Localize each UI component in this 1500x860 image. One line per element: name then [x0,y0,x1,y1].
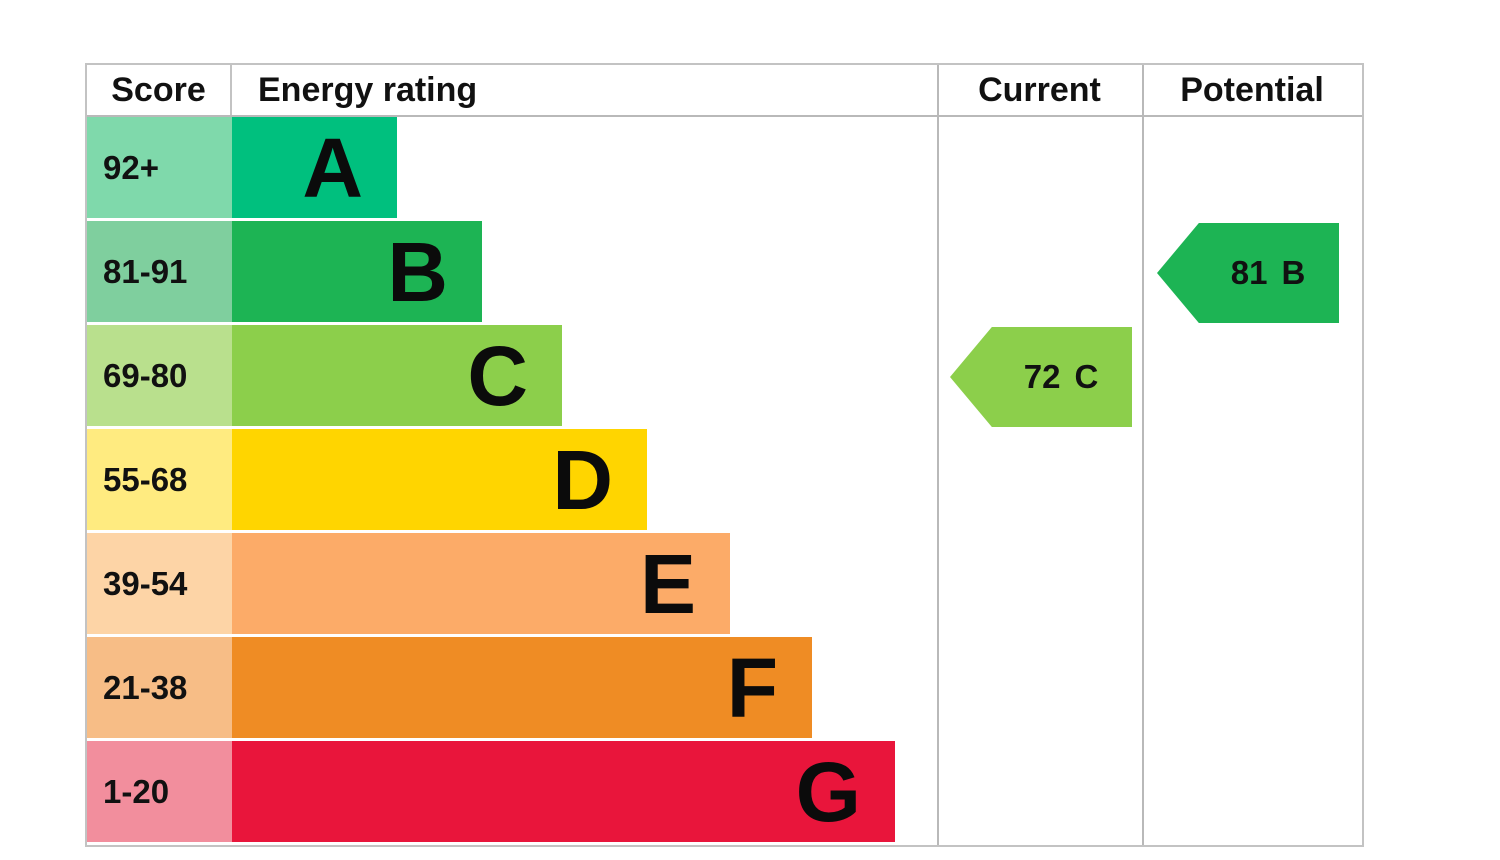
band-bar-c: C [232,325,562,429]
potential-rating-letter: B [1281,254,1306,291]
band-row-e: 39-54 E [87,533,1362,637]
band-row-b: 81-91 B [87,221,1362,325]
potential-rating-arrow: 81 B [1157,223,1339,323]
band-score-e: 39-54 [87,533,232,637]
chart-header: Score Energy rating Current Potential [87,65,1362,117]
potential-score-value: 81 [1230,254,1268,291]
band-letter-g: G [795,744,861,839]
band-rows: 92+ A 81-91 B 69-80 C 55-68 D [87,117,1362,845]
divider-potential-column [1142,65,1144,845]
current-score-value: 72 [1023,358,1061,395]
header-energy-rating: Energy rating [258,70,478,109]
band-row-a: 92+ A [87,117,1362,221]
band-letter-f: F [726,640,778,735]
band-bar-a: A [232,117,397,221]
band-score-d: 55-68 [87,429,232,533]
band-letter-c: C [467,328,528,423]
band-row-g: 1-20 G [87,741,1362,845]
band-bar-g: G [232,741,895,845]
epc-rating-chart: Score Energy rating Current Potential 92… [85,63,1364,847]
header-current: Current [978,70,1101,109]
band-row-d: 55-68 D [87,429,1362,533]
band-letter-d: D [552,432,613,527]
band-score-a: 92+ [87,117,232,221]
band-score-g: 1-20 [87,741,232,845]
header-score: Score [87,65,232,115]
band-row-f: 21-38 F [87,637,1362,741]
band-letter-b: B [387,224,448,319]
header-potential: Potential [1180,70,1324,109]
divider-current-column [937,65,939,845]
band-letter-a: A [302,120,363,215]
band-score-c: 69-80 [87,325,232,429]
band-bar-f: F [232,637,812,741]
band-letter-e: E [639,536,696,631]
band-bar-e: E [232,533,730,637]
band-row-c: 69-80 C [87,325,1362,429]
current-rating-arrow: 72 C [950,327,1132,427]
band-score-b: 81-91 [87,221,232,325]
band-score-f: 21-38 [87,637,232,741]
band-bar-b: B [232,221,482,325]
current-rating-letter: C [1074,358,1099,395]
band-bar-d: D [232,429,647,533]
